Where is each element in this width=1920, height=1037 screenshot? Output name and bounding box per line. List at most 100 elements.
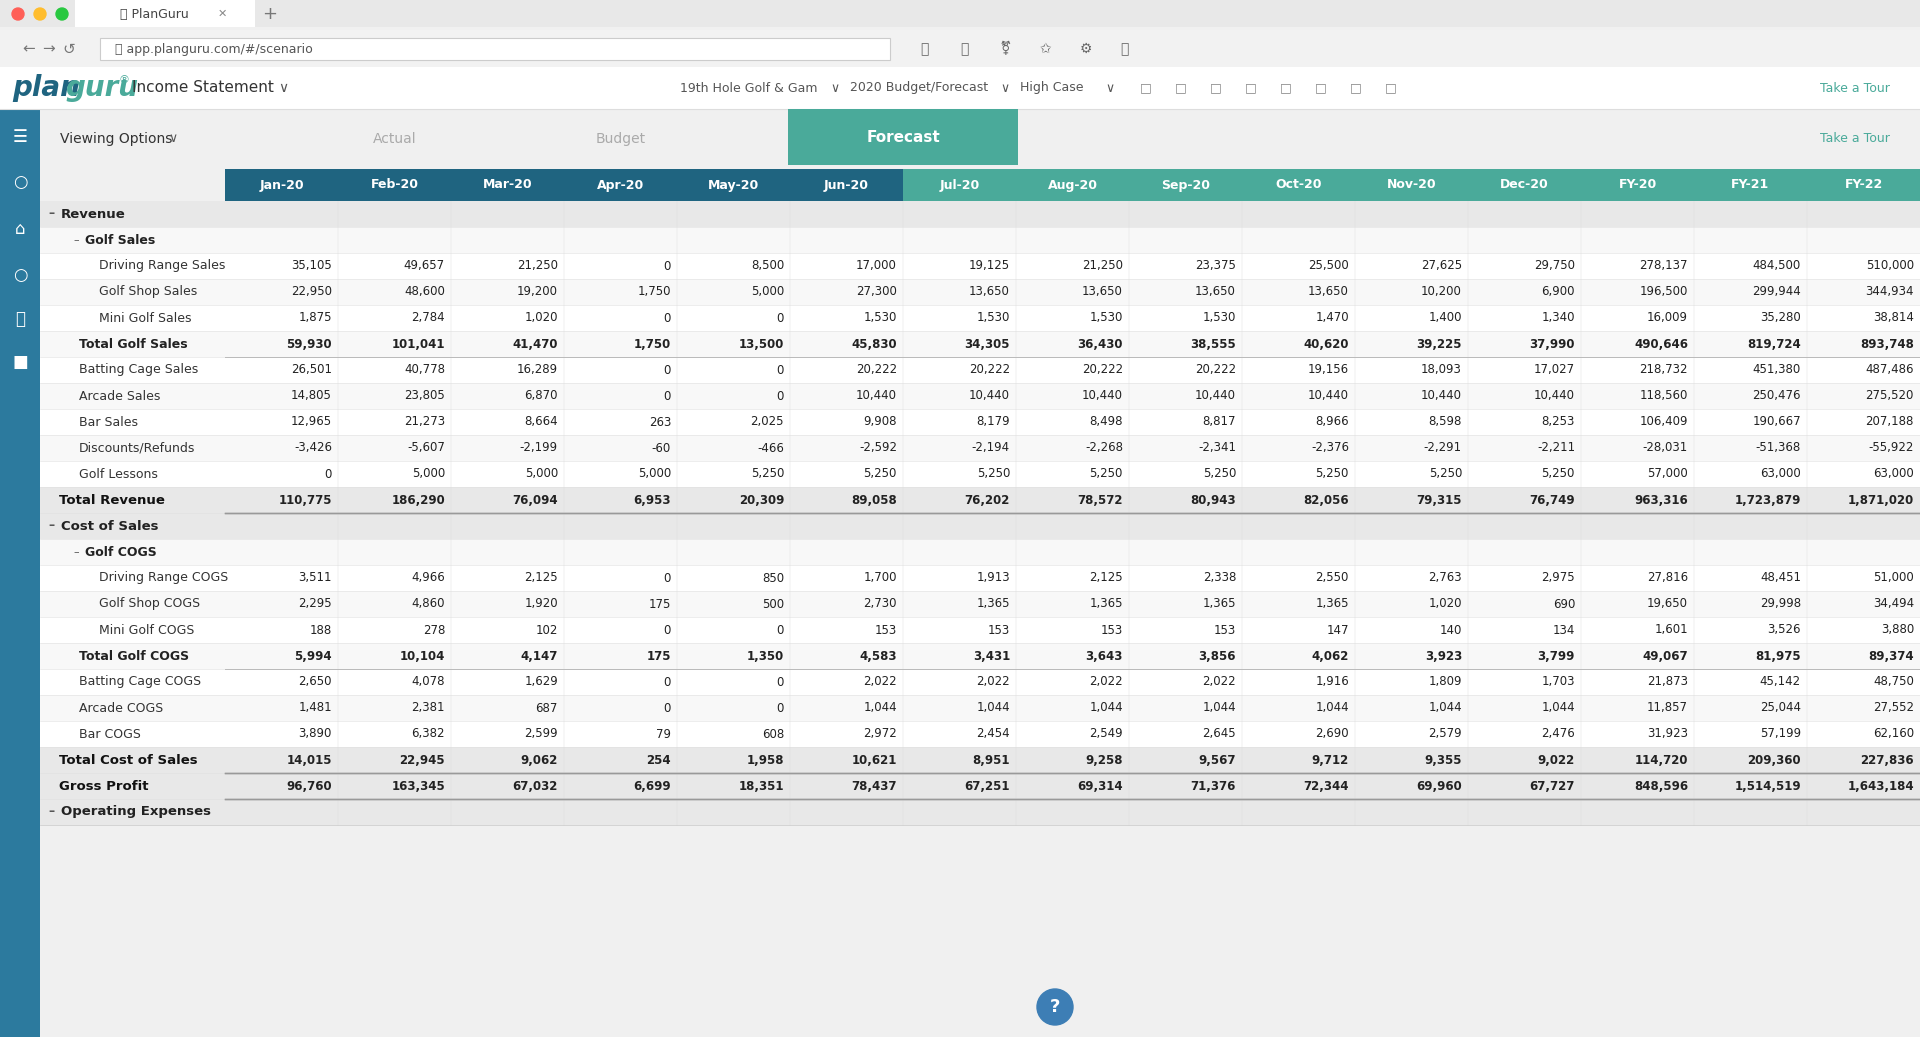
Text: -28,031: -28,031 bbox=[1644, 442, 1688, 454]
Text: 2,972: 2,972 bbox=[864, 728, 897, 740]
Text: 1,920: 1,920 bbox=[524, 597, 559, 611]
Text: 79,315: 79,315 bbox=[1417, 494, 1461, 506]
Text: 17,027: 17,027 bbox=[1534, 364, 1574, 376]
Text: Mini Golf COGS: Mini Golf COGS bbox=[100, 623, 194, 637]
Text: 9,258: 9,258 bbox=[1085, 754, 1123, 766]
Text: 487,486: 487,486 bbox=[1866, 364, 1914, 376]
Text: 3,643: 3,643 bbox=[1085, 649, 1123, 663]
Text: Total Revenue: Total Revenue bbox=[60, 494, 165, 506]
Text: 25,500: 25,500 bbox=[1308, 259, 1350, 273]
Text: 848,596: 848,596 bbox=[1634, 780, 1688, 792]
Bar bbox=[40, 747, 1920, 773]
Text: 134: 134 bbox=[1553, 623, 1574, 637]
Text: Jun-20: Jun-20 bbox=[824, 178, 870, 192]
Text: □: □ bbox=[1350, 82, 1361, 94]
Text: 76,202: 76,202 bbox=[964, 494, 1010, 506]
Bar bbox=[40, 539, 1920, 565]
Text: 36,430: 36,430 bbox=[1077, 337, 1123, 351]
Text: 1,470: 1,470 bbox=[1315, 311, 1350, 325]
Text: 96,760: 96,760 bbox=[286, 780, 332, 792]
Text: 101,041: 101,041 bbox=[392, 337, 445, 351]
Text: 190,667: 190,667 bbox=[1753, 416, 1801, 428]
Text: 1,530: 1,530 bbox=[864, 311, 897, 325]
Text: 250,476: 250,476 bbox=[1753, 390, 1801, 402]
Text: 14,805: 14,805 bbox=[292, 390, 332, 402]
Text: 22,950: 22,950 bbox=[292, 285, 332, 299]
Text: Total Cost of Sales: Total Cost of Sales bbox=[60, 754, 198, 766]
Text: 275,520: 275,520 bbox=[1866, 390, 1914, 402]
Text: Mini Golf Sales: Mini Golf Sales bbox=[100, 311, 192, 325]
Text: 163,345: 163,345 bbox=[392, 780, 445, 792]
Text: 9,062: 9,062 bbox=[520, 754, 559, 766]
Text: 1,629: 1,629 bbox=[524, 675, 559, 689]
Text: FY-21: FY-21 bbox=[1732, 178, 1770, 192]
Text: 0: 0 bbox=[776, 311, 783, 325]
Text: -2,341: -2,341 bbox=[1198, 442, 1236, 454]
Text: 63,000: 63,000 bbox=[1761, 468, 1801, 480]
Bar bbox=[0, 0, 1920, 27]
Text: 1,044: 1,044 bbox=[864, 701, 897, 714]
Text: Driving Range Sales: Driving Range Sales bbox=[100, 259, 225, 273]
Text: 106,409: 106,409 bbox=[1640, 416, 1688, 428]
Text: 18,093: 18,093 bbox=[1421, 364, 1461, 376]
Text: 1,365: 1,365 bbox=[1089, 597, 1123, 611]
Text: Ⓟ PlanGuru: Ⓟ PlanGuru bbox=[119, 7, 188, 21]
Text: 2,549: 2,549 bbox=[1089, 728, 1123, 740]
Text: 5,250: 5,250 bbox=[1542, 468, 1574, 480]
Text: 20,222: 20,222 bbox=[1194, 364, 1236, 376]
Text: 153: 153 bbox=[1100, 623, 1123, 637]
Text: 10,440: 10,440 bbox=[1534, 390, 1574, 402]
Text: -2,592: -2,592 bbox=[858, 442, 897, 454]
Bar bbox=[40, 109, 1920, 1037]
Text: 1,044: 1,044 bbox=[977, 701, 1010, 714]
Text: 20,222: 20,222 bbox=[1081, 364, 1123, 376]
Text: ∨: ∨ bbox=[169, 133, 177, 145]
Text: 4,860: 4,860 bbox=[411, 597, 445, 611]
Text: 20,222: 20,222 bbox=[970, 364, 1010, 376]
Text: 2,784: 2,784 bbox=[411, 311, 445, 325]
Text: 23,375: 23,375 bbox=[1194, 259, 1236, 273]
Text: Jan-20: Jan-20 bbox=[259, 178, 303, 192]
Text: ∨: ∨ bbox=[1106, 82, 1114, 94]
Text: 11,857: 11,857 bbox=[1647, 701, 1688, 714]
Text: Cost of Sales: Cost of Sales bbox=[61, 520, 159, 533]
Text: 29,750: 29,750 bbox=[1534, 259, 1574, 273]
Text: 690: 690 bbox=[1553, 597, 1574, 611]
Text: 9,355: 9,355 bbox=[1425, 754, 1461, 766]
Text: 2,125: 2,125 bbox=[1089, 571, 1123, 585]
Text: 31,923: 31,923 bbox=[1647, 728, 1688, 740]
Text: Income Statement: Income Statement bbox=[132, 81, 275, 95]
Text: Take a Tour: Take a Tour bbox=[1820, 133, 1889, 145]
Text: 490,646: 490,646 bbox=[1634, 337, 1688, 351]
Bar bbox=[40, 201, 1920, 227]
Text: 4,966: 4,966 bbox=[411, 571, 445, 585]
Bar bbox=[40, 409, 1920, 435]
Text: Ⓣ: Ⓣ bbox=[1119, 43, 1129, 56]
Text: 67,251: 67,251 bbox=[964, 780, 1010, 792]
Text: 45,830: 45,830 bbox=[851, 337, 897, 351]
Text: 110,775: 110,775 bbox=[278, 494, 332, 506]
Text: Sep-20: Sep-20 bbox=[1162, 178, 1210, 192]
Text: 299,944: 299,944 bbox=[1753, 285, 1801, 299]
Text: ∨: ∨ bbox=[1000, 82, 1010, 94]
Text: →: → bbox=[42, 41, 56, 56]
Text: Budget: Budget bbox=[595, 132, 645, 146]
Text: 19,125: 19,125 bbox=[970, 259, 1010, 273]
Text: 5,250: 5,250 bbox=[1428, 468, 1461, 480]
Text: 1,530: 1,530 bbox=[977, 311, 1010, 325]
Text: 29,998: 29,998 bbox=[1761, 597, 1801, 611]
Text: ←: ← bbox=[21, 41, 35, 56]
Text: 8,253: 8,253 bbox=[1542, 416, 1574, 428]
Text: 118,560: 118,560 bbox=[1640, 390, 1688, 402]
Text: Nov-20: Nov-20 bbox=[1386, 178, 1436, 192]
Text: Take a Tour: Take a Tour bbox=[1820, 82, 1889, 94]
Text: 2,650: 2,650 bbox=[298, 675, 332, 689]
Text: 0: 0 bbox=[664, 701, 670, 714]
Text: 0: 0 bbox=[664, 675, 670, 689]
Text: ®: ® bbox=[117, 75, 129, 85]
Text: 0: 0 bbox=[664, 364, 670, 376]
Text: □: □ bbox=[1244, 82, 1258, 94]
Bar bbox=[40, 253, 1920, 279]
Text: 9,712: 9,712 bbox=[1311, 754, 1350, 766]
Text: □: □ bbox=[1210, 82, 1221, 94]
